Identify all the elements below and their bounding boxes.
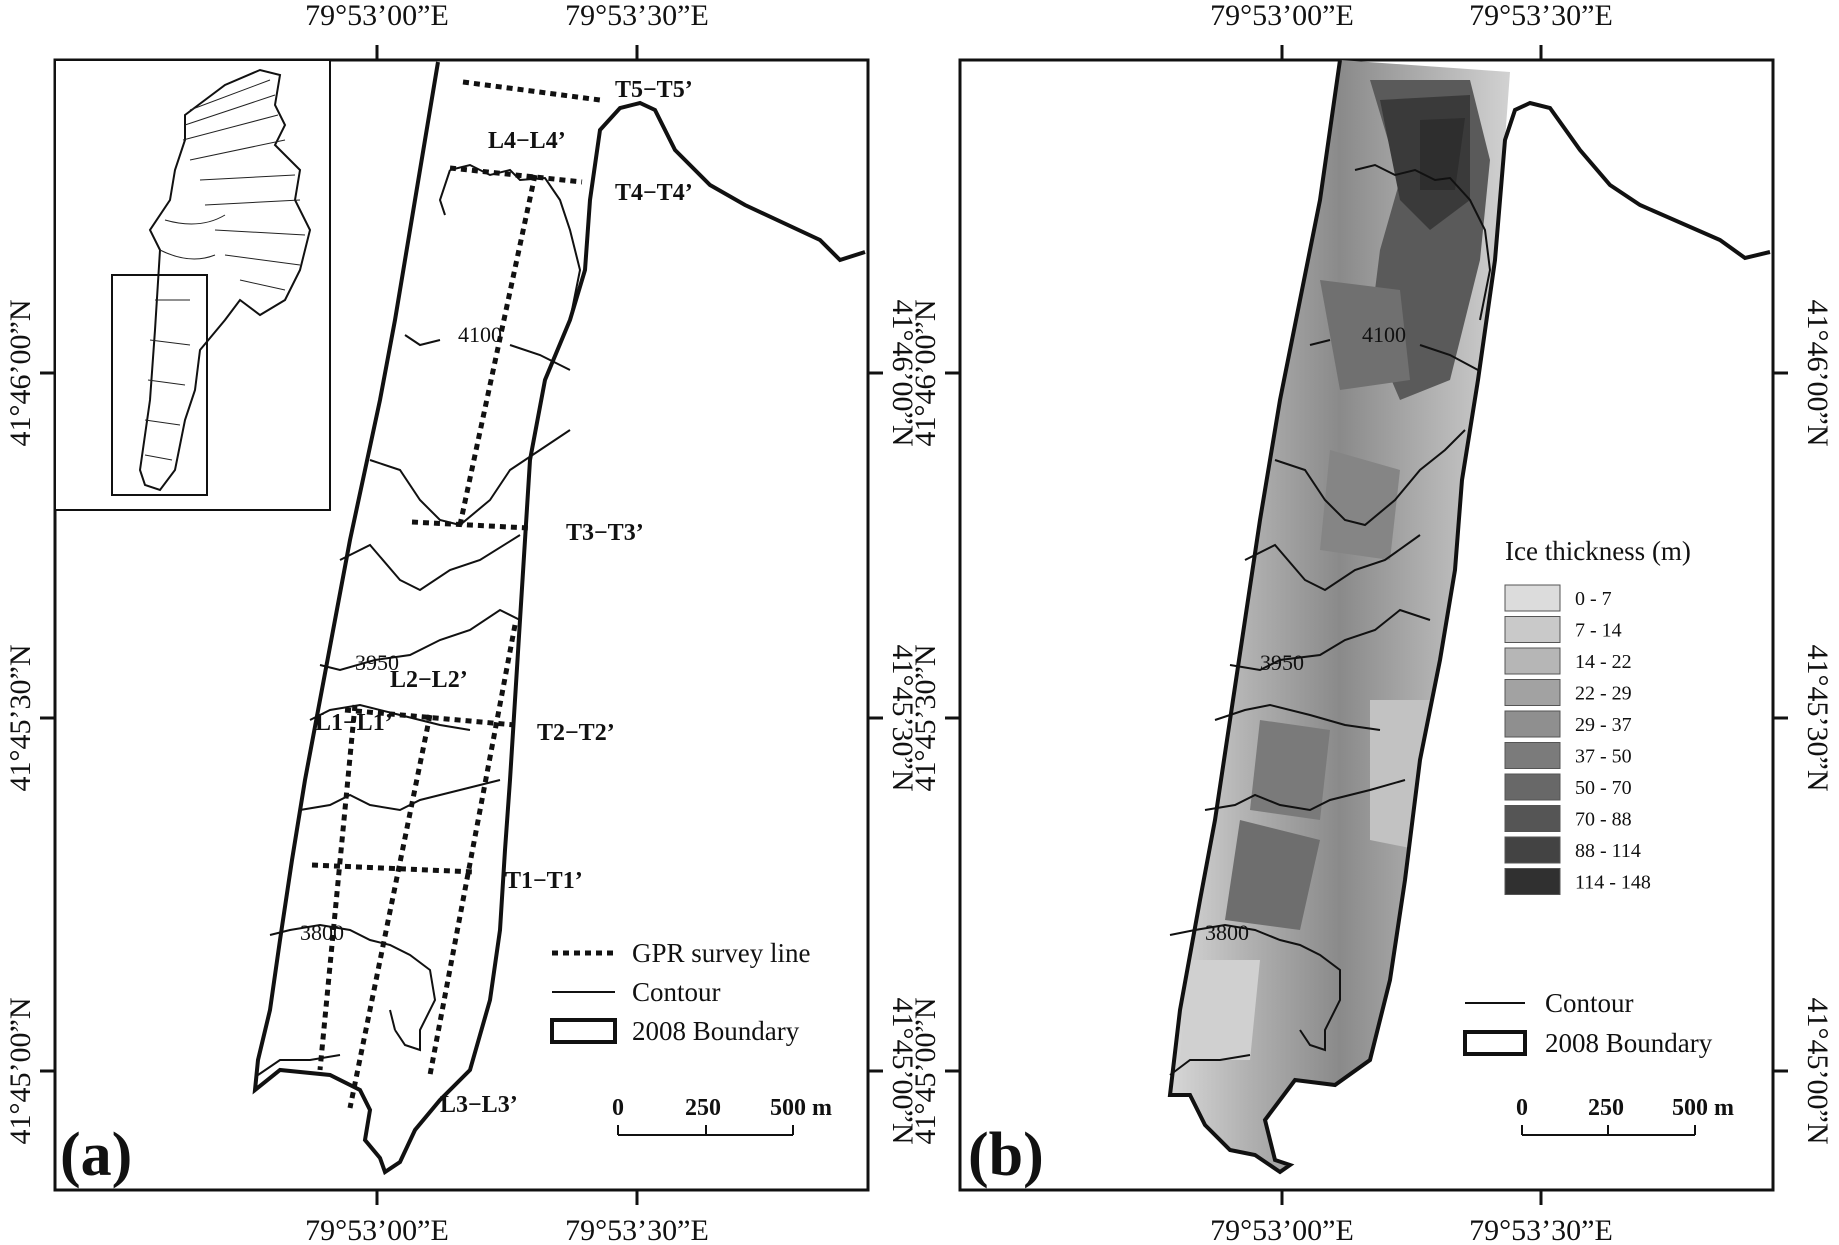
legend-class-label: 50 - 70 xyxy=(1575,777,1632,799)
legend-swatch xyxy=(1504,647,1561,675)
inset-contours xyxy=(144,79,306,461)
contour-label-3800-a: 3800 xyxy=(300,920,344,945)
lat-right-a-1: 41°46’00”N xyxy=(886,300,919,447)
label-l2: L2−L2’ xyxy=(390,667,468,693)
scale-bar-b: 0 250 500 m xyxy=(1516,1095,1734,1136)
panel-b-letter: (b) xyxy=(968,1121,1044,1189)
axis-ticks xyxy=(40,45,1788,1205)
legend-swatch xyxy=(1504,742,1561,769)
legend-b-classes: 0 - 7 7 - 14 14 - 22 22 - 29 29 - 37 37 - 50 5… xyxy=(1504,584,1651,895)
lat-right-b-3: 41°45’00”N xyxy=(1801,998,1834,1145)
label-t1: T1−T1’ xyxy=(505,868,583,894)
legend-boundary-label-a: 2008 Boundary xyxy=(632,1016,800,1046)
gpr-line-t3 xyxy=(411,519,529,531)
label-t5: T5−T5’ xyxy=(615,77,693,103)
inset-study-area-box xyxy=(111,274,208,496)
lon-top-a-2: 79°53’30”E xyxy=(565,0,709,32)
legend-contour-label-b: Contour xyxy=(1545,988,1634,1018)
panel-b: 4100 3950 3800 Ice thickness (m) 0 - 7 7 … xyxy=(958,58,1775,1192)
contour-label-3800-b: 3800 xyxy=(1205,920,1249,945)
legend-swatch xyxy=(1504,773,1561,801)
gpr-line-l4 xyxy=(457,174,538,526)
gpr-line-l2 xyxy=(347,714,433,1109)
lat-right-b-2: 41°45’30”N xyxy=(1801,645,1834,792)
gpr-line-t1 xyxy=(311,862,476,875)
glacier-boundary-b xyxy=(1167,59,1771,1175)
scale-b-250: 250 xyxy=(1588,1095,1624,1121)
label-t3: T3−T3’ xyxy=(566,520,644,546)
legend-class-label: 114 - 148 xyxy=(1575,872,1651,894)
lat-right-b-1: 41°46’00”N xyxy=(1801,300,1834,447)
legend-contour-label-a: Contour xyxy=(632,977,721,1007)
legend-swatch xyxy=(1504,616,1561,643)
legend-class-label: 22 - 29 xyxy=(1575,683,1632,705)
legend-boundary-symbol-a xyxy=(550,1018,617,1044)
lat-right-a-3: 41°45’00”N xyxy=(886,998,919,1145)
contour-label-3950-a: 3950 xyxy=(355,650,399,675)
gpr-line-t4 xyxy=(449,165,583,185)
lat-left-b-2: 41°45’30”N xyxy=(909,645,942,792)
inset-frame xyxy=(54,59,331,511)
lat-left-a-1: 41°46’00”N xyxy=(4,300,37,447)
lat-left-b-3: 41°45’00”N xyxy=(909,998,942,1145)
gpr-line-t5 xyxy=(462,79,601,103)
legend-gpr-label: GPR survey line xyxy=(632,938,811,968)
legend-swatch xyxy=(1504,584,1561,612)
gpr-survey-lines xyxy=(311,79,601,1109)
contours-b xyxy=(1169,163,1492,1076)
legend-b: Ice thickness (m) 0 - 7 7 - 14 14 - 22 22 -… xyxy=(1463,536,1713,1058)
lon-bottom-b-1: 79°53’00”E xyxy=(1210,1214,1354,1245)
legend-class-label: 37 - 50 xyxy=(1575,746,1632,768)
scale-b-0: 0 xyxy=(1516,1095,1528,1121)
legend-class-label: 0 - 7 xyxy=(1575,588,1612,610)
scale-a-250: 250 xyxy=(685,1095,721,1121)
lat-right-a-2: 41°45’30”N xyxy=(886,645,919,792)
legend-b-title: Ice thickness (m) xyxy=(1505,536,1691,566)
contour-label-3950-b: 3950 xyxy=(1260,650,1304,675)
lon-top-b-1: 79°53’00”E xyxy=(1210,0,1354,32)
inset-glacier-outline xyxy=(138,68,312,492)
panel-a: T5−T5’ T4−T4’ L4−L4’ T3−T3’ L2−L2’ T2−T2… xyxy=(53,58,870,1192)
label-l3: L3−L3’ xyxy=(440,1092,518,1118)
lon-bottom-a-1: 79°53’00”E xyxy=(305,1214,449,1245)
legend-swatch xyxy=(1504,679,1561,706)
inset-map xyxy=(54,59,331,511)
legend-class-label: 88 - 114 xyxy=(1575,840,1641,862)
panel-a-letter: (a) xyxy=(60,1121,132,1189)
legend-swatch xyxy=(1504,710,1561,738)
lon-bottom-b-2: 79°53’30”E xyxy=(1469,1214,1613,1245)
label-t4: T4−T4’ xyxy=(615,180,693,206)
lon-bottom-a-2: 79°53’30”E xyxy=(565,1214,709,1245)
contour-label-4100-b: 4100 xyxy=(1362,322,1406,347)
glacier-boundary-a xyxy=(252,61,866,1176)
scale-bar-a: 0 250 500 m xyxy=(612,1095,832,1136)
legend-class-label: 29 - 37 xyxy=(1575,714,1632,736)
legend-swatch xyxy=(1504,868,1561,895)
label-t2: T2−T2’ xyxy=(537,720,615,746)
contour-label-4100-a: 4100 xyxy=(458,322,502,347)
label-l1: L1−L1’ xyxy=(315,710,393,736)
label-l4: L4−L4’ xyxy=(488,128,566,154)
lat-left-a-2: 41°45’30”N xyxy=(4,645,37,792)
legend-a: GPR survey line Contour 2008 Boundary xyxy=(550,938,811,1046)
lon-top-b-2: 79°53’30”E xyxy=(1469,0,1613,32)
lat-left-b-1: 41°46’00”N xyxy=(909,300,942,447)
lat-left-a-3: 41°45’00”N xyxy=(4,998,37,1145)
lon-top-a-1: 79°53’00”E xyxy=(305,0,449,32)
legend-swatch xyxy=(1504,805,1561,832)
scale-b-500: 500 m xyxy=(1672,1095,1734,1121)
legend-class-label: 70 - 88 xyxy=(1575,809,1632,831)
legend-boundary-symbol-b xyxy=(1463,1030,1527,1056)
legend-class-label: 14 - 22 xyxy=(1575,651,1632,673)
scale-a-500: 500 m xyxy=(770,1095,832,1121)
legend-class-label: 7 - 14 xyxy=(1575,620,1622,642)
legend-boundary-label-b: 2008 Boundary xyxy=(1545,1028,1713,1058)
scale-a-0: 0 xyxy=(612,1095,624,1121)
legend-swatch xyxy=(1504,836,1561,864)
